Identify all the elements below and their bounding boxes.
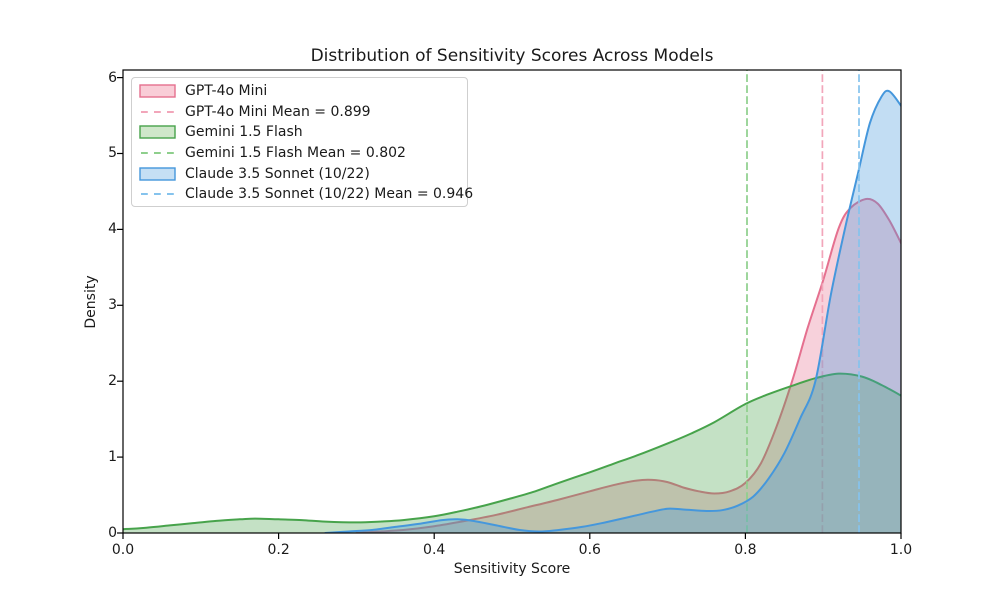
- y-tick-label: 6: [108, 69, 117, 86]
- legend-item-claude-3-5-sonnet: Claude 3.5 Sonnet (10/22): [139, 163, 467, 184]
- density-curves-layer: [123, 70, 901, 533]
- chart-title: Distribution of Sensitivity Scores Acros…: [310, 46, 714, 66]
- x-tick-label: 1.0: [889, 542, 913, 558]
- legend-patch-icon: [139, 84, 176, 98]
- claude-3-5-sonnet-density-curve: [324, 89, 901, 533]
- gpt-4o-mini-density-fill: [356, 198, 901, 533]
- gpt-4o-mini-density-curve: [355, 197, 901, 533]
- y-tick-label: 2: [108, 373, 117, 390]
- legend-item-gemini-1-5-flash: Gemini 1.5 Flash: [139, 122, 467, 143]
- claude-3-5-sonnet-density-fill: [325, 90, 901, 533]
- legend-item-label: GPT-4o Mini: [185, 83, 268, 100]
- legend-item-claude-3-5-sonnet-mean: Claude 3.5 Sonnet (10/22) Mean = 0.946: [139, 184, 473, 205]
- legend-item-label: Gemini 1.5 Flash Mean = 0.802: [185, 145, 406, 162]
- legend-item-label: Claude 3.5 Sonnet (10/22): [185, 165, 370, 182]
- y-tick-label: 5: [108, 145, 117, 162]
- y-tick-label: 4: [108, 221, 117, 238]
- legend-item-label: GPT-4o Mini Mean = 0.899: [185, 103, 371, 120]
- y-axis-label: Density: [83, 275, 99, 329]
- y-tick-label: 3: [108, 297, 117, 314]
- legend-item-gemini-1-5-flash-mean: Gemini 1.5 Flash Mean = 0.802: [139, 143, 467, 164]
- y-tick-label: 1: [108, 449, 117, 466]
- x-tick-label: 0.6: [578, 542, 601, 558]
- y-tick-label: 0: [108, 525, 117, 541]
- legend-item-gpt-4o-mini-mean: GPT-4o Mini Mean = 0.899: [139, 102, 467, 123]
- x-tick-label: 0.4: [423, 542, 446, 558]
- x-axis-label: Sensitivity Score: [453, 561, 571, 577]
- x-tick-label: 0.2: [267, 542, 290, 558]
- legend-dash-icon: [141, 193, 174, 196]
- x-tick-label: 0.0: [111, 542, 135, 558]
- legend-patch-icon: [139, 166, 176, 181]
- legend-item-label: Gemini 1.5 Flash: [185, 124, 303, 141]
- gemini-1-5-flash-density-fill: [123, 373, 901, 533]
- legend-item-gpt-4o-mini: GPT-4o Mini: [139, 81, 467, 102]
- legend-patch-icon: [139, 125, 176, 140]
- axes-box: [122, 69, 902, 534]
- legend-dash-icon: [141, 110, 174, 113]
- legend: GPT-4o Mini GPT-4o Mini Mean = 0.899 Gemin…: [131, 77, 473, 207]
- legend-item-label: Claude 3.5 Sonnet (10/22) Mean = 0.946: [185, 186, 474, 203]
- gemini-1-5-flash-density-curve: [123, 372, 901, 531]
- x-tick-label: 0.8: [734, 542, 757, 558]
- legend-dash-icon: [141, 152, 174, 155]
